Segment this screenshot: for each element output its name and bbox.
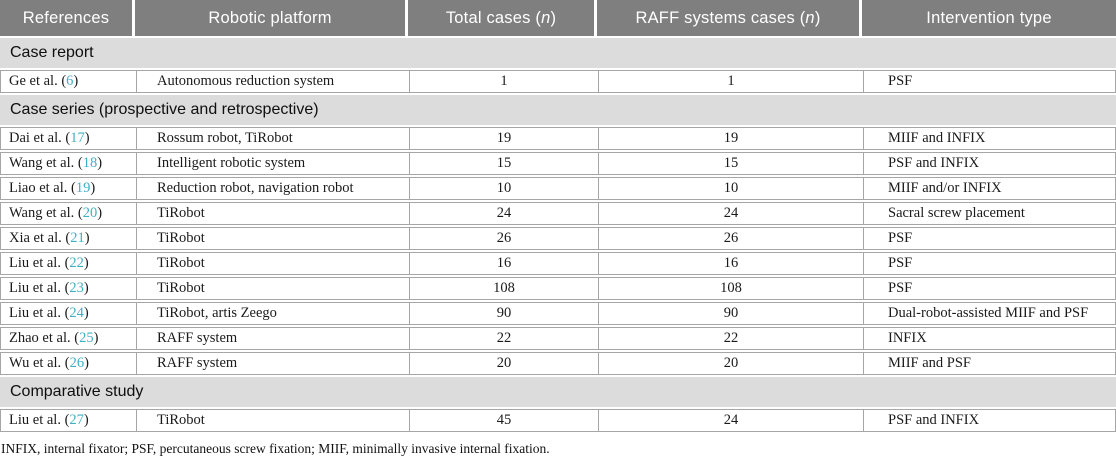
table-row: Wang et al. (20) TiRobot 24 24 Sacral screw … [0, 202, 1116, 225]
column-header-robotic-platform: Robotic platform [135, 0, 408, 36]
intervention-cell: PSF [863, 71, 1115, 92]
column-header-total-cases-n: Total cases (n) [408, 0, 597, 36]
table-row: Xia et al. (21) TiRobot 26 26 PSF [0, 227, 1116, 250]
raff-cases-cell: 22 [598, 328, 863, 349]
intervention-cell: MIIF and/or INFIX [863, 178, 1115, 199]
raff-cases-cell: 15 [598, 153, 863, 174]
reference-link[interactable]: 23 [69, 280, 84, 296]
reference-link[interactable]: 6 [66, 73, 74, 89]
italic-n: n [541, 8, 551, 27]
raff-cases-cell: 19 [598, 128, 863, 149]
raff-cases-cell: 16 [598, 253, 863, 274]
column-header-intervention-type: Intervention type [862, 0, 1116, 36]
intervention-cell: PSF and INFIX [863, 410, 1115, 431]
table-row: Wu et al. (26) RAFF system 20 20 MIIF and PS… [0, 352, 1116, 375]
total-cases-cell: 24 [409, 203, 598, 224]
intervention-cell: PSF [863, 253, 1115, 274]
reference-cell: Liu et al. (27) [9, 412, 89, 428]
reference-link[interactable]: 24 [69, 305, 84, 321]
table-row: Dai et al. (17) Rossum robot, TiRobot 19 19… [0, 127, 1116, 150]
reference-cell: Wang et al. (20) [9, 205, 103, 221]
platform-cell: RAFF system [136, 353, 409, 374]
raff-cases-cell: 26 [598, 228, 863, 249]
total-cases-cell: 16 [409, 253, 598, 274]
total-cases-cell: 19 [409, 128, 598, 149]
intervention-cell: PSF [863, 278, 1115, 299]
reference-link[interactable]: 17 [70, 130, 85, 146]
intervention-cell: Sacral screw placement [863, 203, 1115, 224]
table-row: Liu et al. (27) TiRobot 45 24 PSF and INFIX [0, 409, 1116, 432]
table-body: Case report Ge et al. (6) Autonomous reduc… [0, 38, 1116, 432]
table-row: Zhao et al. (25) RAFF system 22 22 INFIX [0, 327, 1116, 350]
raff-cases-cell: 108 [598, 278, 863, 299]
total-cases-cell: 26 [409, 228, 598, 249]
reference-cell: Ge et al. (6) [9, 73, 79, 89]
total-cases-cell: 1 [409, 71, 598, 92]
section-header-case-series-prospective-and-retrospective: Case series (prospective and retrospecti… [0, 95, 1116, 125]
reference-cell: Zhao et al. (25) [9, 330, 99, 346]
total-cases-cell: 90 [409, 303, 598, 324]
raff-cases-cell: 24 [598, 203, 863, 224]
platform-cell: RAFF system [136, 328, 409, 349]
reference-cell: Dai et al. (17) [9, 130, 90, 146]
total-cases-cell: 108 [409, 278, 598, 299]
platform-cell: Intelligent robotic system [136, 153, 409, 174]
intervention-cell: MIIF and PSF [863, 353, 1115, 374]
reference-link[interactable]: 21 [70, 230, 85, 246]
platform-cell: Autonomous reduction system [136, 71, 409, 92]
reference-link[interactable]: 25 [79, 330, 94, 346]
reference-link[interactable]: 27 [69, 412, 84, 428]
total-cases-cell: 45 [409, 410, 598, 431]
table-footnote: INFIX, internal fixator; PSF, percutaneo… [1, 441, 550, 456]
platform-cell: TiRobot [136, 203, 409, 224]
reference-link[interactable]: 22 [69, 255, 84, 271]
reference-link[interactable]: 18 [82, 155, 98, 171]
platform-cell: TiRobot [136, 410, 409, 431]
reference-cell: Liu et al. (22) [9, 255, 89, 271]
table-row: Liu et al. (23) TiRobot 108 108 PSF [0, 277, 1116, 300]
intervention-cell: INFIX [863, 328, 1115, 349]
column-header-raff-systems-cases-n: RAFF systems cases (n) [597, 0, 862, 36]
raff-cases-cell: 1 [598, 71, 863, 92]
total-cases-cell: 10 [409, 178, 598, 199]
reference-link[interactable]: 19 [75, 180, 91, 196]
table-row: Liao et al. (19) Reduction robot, navigat… [0, 177, 1116, 200]
reference-cell: Liu et al. (23) [9, 280, 89, 296]
table-header-row: References Robotic platform Total cases (n… [0, 0, 1116, 36]
total-cases-cell: 22 [409, 328, 598, 349]
platform-cell: TiRobot [136, 228, 409, 249]
intervention-cell: Dual-robot-assisted MIIF and PSF [863, 303, 1115, 324]
table-row: Liu et al. (24) TiRobot, artis Zeego 90 90 D… [0, 302, 1116, 325]
reference-link[interactable]: 26 [69, 355, 85, 371]
reference-link[interactable]: 20 [82, 205, 98, 221]
intervention-cell: PSF [863, 228, 1115, 249]
table-row: Wang et al. (18) Intelligent robotic syst… [0, 152, 1116, 175]
platform-cell: TiRobot [136, 253, 409, 274]
platform-cell: Rossum robot, TiRobot [136, 128, 409, 149]
reference-cell: Liu et al. (24) [9, 305, 89, 321]
section-header-case-report: Case report [0, 38, 1116, 68]
raff-cases-cell: 10 [598, 178, 863, 199]
table-row: Ge et al. (6) Autonomous reduction system… [0, 70, 1116, 93]
platform-cell: TiRobot [136, 278, 409, 299]
raff-cases-cell: 24 [598, 410, 863, 431]
reference-cell: Wang et al. (18) [9, 155, 103, 171]
reference-cell: Xia et al. (21) [9, 230, 90, 246]
table-row: Liu et al. (22) TiRobot 16 16 PSF [0, 252, 1116, 275]
column-header-references: References [0, 0, 135, 36]
raff-cases-cell: 20 [598, 353, 863, 374]
total-cases-cell: 20 [409, 353, 598, 374]
total-cases-cell: 15 [409, 153, 598, 174]
reference-cell: Liao et al. (19) [9, 180, 96, 196]
intervention-cell: MIIF and INFIX [863, 128, 1115, 149]
platform-cell: TiRobot, artis Zeego [136, 303, 409, 324]
raff-cases-cell: 90 [598, 303, 863, 324]
intervention-cell: PSF and INFIX [863, 153, 1115, 174]
platform-cell: Reduction robot, navigation robot [136, 178, 409, 199]
reference-cell: Wu et al. (26) [9, 355, 89, 371]
italic-n: n [805, 8, 815, 27]
section-header-comparative-study: Comparative study [0, 377, 1116, 407]
